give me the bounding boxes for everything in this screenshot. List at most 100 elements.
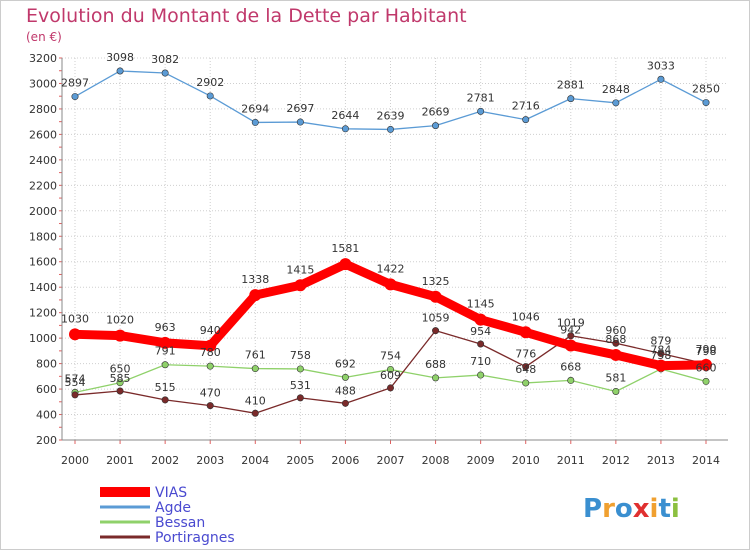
data-label-portiragnes: 410 bbox=[245, 394, 266, 407]
legend-swatch-portiragnes bbox=[100, 535, 150, 539]
data-label-portiragnes: 798 bbox=[696, 345, 717, 358]
data-label-bessan: 791 bbox=[155, 345, 176, 358]
x-tick-label: 2011 bbox=[557, 454, 585, 467]
data-label-agde: 2881 bbox=[557, 79, 585, 92]
data-label-agde: 2639 bbox=[377, 109, 405, 122]
point-agde bbox=[386, 125, 394, 133]
data-label-agde: 3098 bbox=[106, 51, 134, 64]
logo-letter: i bbox=[650, 494, 659, 524]
data-label-vias: 1325 bbox=[422, 275, 450, 288]
point-vias bbox=[654, 359, 667, 372]
data-label-bessan: 710 bbox=[470, 355, 491, 368]
data-label-vias: 784 bbox=[650, 344, 671, 357]
x-tick-label: 2012 bbox=[602, 454, 630, 467]
legend-label-bessan: Bessan bbox=[155, 515, 205, 531]
point-agde bbox=[477, 107, 485, 115]
data-label-portiragnes: 609 bbox=[380, 369, 401, 382]
point-agde bbox=[702, 99, 710, 107]
data-label-vias: 1046 bbox=[512, 310, 540, 323]
y-tick-label: 200 bbox=[36, 434, 57, 447]
legend-label-agde: Agde bbox=[155, 500, 191, 516]
legend-swatch-agde bbox=[100, 505, 150, 509]
y-tick-label: 1200 bbox=[29, 307, 57, 320]
x-tick-label: 2009 bbox=[467, 454, 495, 467]
x-tick-label: 2000 bbox=[61, 454, 89, 467]
point-portiragnes bbox=[161, 396, 169, 404]
data-label-portiragnes: 470 bbox=[200, 387, 221, 400]
point-agde bbox=[612, 99, 620, 107]
x-tick-label: 2013 bbox=[647, 454, 675, 467]
point-vias bbox=[159, 336, 172, 349]
point-vias bbox=[114, 329, 127, 342]
data-label-bessan: 574 bbox=[65, 372, 86, 385]
data-label-agde: 2697 bbox=[286, 102, 314, 115]
point-bessan bbox=[432, 374, 440, 382]
logo-letter: o bbox=[615, 494, 633, 524]
point-portiragnes bbox=[116, 387, 124, 395]
legend-swatch-bessan bbox=[100, 520, 150, 524]
point-vias bbox=[609, 348, 622, 361]
data-label-vias: 940 bbox=[200, 324, 221, 337]
x-tick-label: 2006 bbox=[331, 454, 359, 467]
x-tick-label: 2010 bbox=[512, 454, 540, 467]
point-vias bbox=[700, 358, 712, 371]
data-label-portiragnes: 879 bbox=[650, 335, 671, 348]
point-portiragnes bbox=[432, 327, 440, 335]
x-tick-label: 2003 bbox=[196, 454, 224, 467]
point-bessan bbox=[567, 376, 575, 384]
y-tick-label: 2600 bbox=[29, 128, 57, 141]
x-tick-label: 2005 bbox=[286, 454, 314, 467]
point-vias bbox=[519, 326, 532, 339]
point-agde bbox=[567, 95, 575, 103]
y-tick-label: 800 bbox=[36, 358, 57, 371]
point-portiragnes bbox=[567, 332, 575, 340]
x-tick-label: 2004 bbox=[241, 454, 269, 467]
point-bessan bbox=[702, 377, 710, 385]
point-vias bbox=[249, 289, 262, 302]
series-lines bbox=[69, 67, 712, 417]
point-vias bbox=[339, 258, 352, 271]
legend-label-portiragnes: Portiragnes bbox=[155, 530, 235, 546]
data-label-vias: 868 bbox=[605, 333, 626, 346]
point-portiragnes bbox=[522, 363, 530, 371]
point-agde bbox=[251, 118, 259, 126]
y-tick-label: 3000 bbox=[29, 77, 57, 90]
point-portiragnes bbox=[251, 409, 259, 417]
point-vias bbox=[294, 279, 307, 292]
logo-letter: r bbox=[602, 494, 615, 524]
x-tick-label: 2007 bbox=[377, 454, 405, 467]
point-portiragnes bbox=[71, 391, 79, 399]
point-agde bbox=[116, 67, 124, 75]
data-label-portiragnes: 554 bbox=[65, 376, 86, 389]
y-tick-label: 1400 bbox=[29, 281, 57, 294]
point-bessan bbox=[161, 361, 169, 369]
data-label-bessan: 648 bbox=[515, 363, 536, 376]
data-label-vias: 1030 bbox=[61, 312, 89, 325]
data-label-bessan: 761 bbox=[245, 349, 266, 362]
data-label-bessan: 650 bbox=[110, 363, 131, 376]
data-label-portiragnes: 585 bbox=[110, 372, 131, 385]
point-vias bbox=[204, 339, 217, 352]
point-portiragnes bbox=[477, 340, 485, 348]
point-bessan bbox=[477, 371, 485, 379]
x-tick-label: 2008 bbox=[422, 454, 450, 467]
y-tick-label: 2400 bbox=[29, 154, 57, 167]
y-tick-label: 2000 bbox=[29, 205, 57, 218]
point-bessan bbox=[612, 387, 620, 395]
data-label-agde: 2897 bbox=[61, 77, 89, 90]
y-tick-label: 2800 bbox=[29, 103, 57, 116]
point-portiragnes bbox=[657, 350, 665, 358]
data-label-portiragnes: 1019 bbox=[557, 317, 585, 330]
legend-swatch-vias bbox=[100, 487, 150, 497]
data-label-bessan: 754 bbox=[380, 349, 401, 362]
data-label-agde: 2716 bbox=[512, 100, 540, 113]
data-label-bessan: 780 bbox=[200, 346, 221, 359]
data-label-portiragnes: 960 bbox=[605, 324, 626, 337]
data-label-vias: 1415 bbox=[286, 263, 314, 276]
data-label-bessan: 758 bbox=[290, 349, 311, 362]
point-agde bbox=[71, 93, 79, 101]
point-agde bbox=[341, 125, 349, 133]
point-portiragnes bbox=[341, 399, 349, 407]
